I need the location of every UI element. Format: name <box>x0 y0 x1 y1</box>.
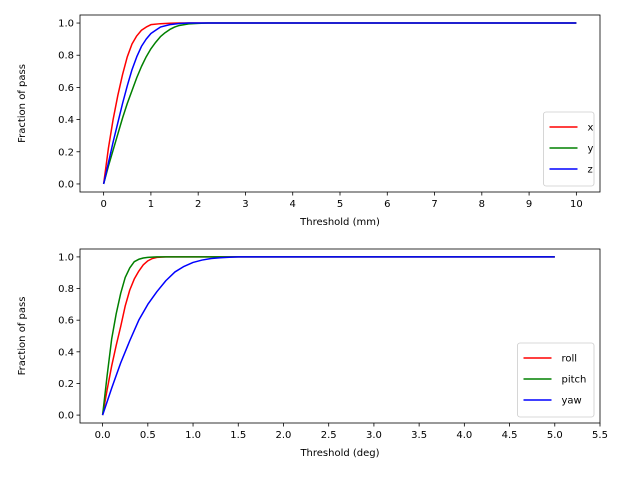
legend-label-z: z <box>588 165 593 176</box>
legend-label-roll: roll <box>562 354 578 365</box>
x-tick-label: 1.5 <box>230 430 246 441</box>
y-axis-label: Fraction of pass <box>17 64 28 143</box>
series-line-x <box>102 22 577 185</box>
x-axis-label: Threshold (mm) <box>299 217 380 228</box>
x-tick-label: 5.5 <box>592 430 608 441</box>
legend: xyz <box>543 111 595 187</box>
x-tick-label: 0.5 <box>140 430 156 441</box>
x-tick-label: 9 <box>526 199 532 210</box>
x-tick-label: 2.0 <box>276 430 292 441</box>
x-tick-label: 4.0 <box>456 430 472 441</box>
series-line-pitch <box>101 256 555 416</box>
x-axis-label: Threshold (deg) <box>299 448 379 459</box>
x-tick-label: 5.0 <box>547 430 563 441</box>
y-axis-label: Fraction of pass <box>17 297 28 376</box>
plot-frame <box>79 248 601 424</box>
y-tick-label: 0.6 <box>58 83 74 94</box>
y-tick-label: 0.8 <box>58 284 74 295</box>
x-tick-label: 2.5 <box>321 430 337 441</box>
x-tick-label: 1.0 <box>185 430 201 441</box>
y-tick-label: 0.4 <box>58 347 74 358</box>
x-tick-label: 5 <box>337 199 343 210</box>
x-tick-label: 6 <box>384 199 390 210</box>
y-tick-label: 0.2 <box>58 379 74 390</box>
x-tick-label: 3.5 <box>411 430 427 441</box>
x-tick-label: 3 <box>242 199 248 210</box>
y-tick-label: 0.6 <box>58 316 74 327</box>
y-tick-label: 1.0 <box>58 19 74 30</box>
legend-label-yaw: yaw <box>562 396 582 407</box>
legend: roll pitch yaw <box>517 342 595 418</box>
y-tick-label: 0.8 <box>58 51 74 62</box>
x-tick-label: 8 <box>479 199 485 210</box>
x-tick-label: 10 <box>570 199 583 210</box>
series-line-y <box>102 22 577 185</box>
series-line-yaw <box>101 256 555 416</box>
x-tick-label: 0.0 <box>95 430 111 441</box>
x-tick-label: 1 <box>148 199 154 210</box>
x-tick-label: 7 <box>431 199 437 210</box>
x-tick-label: 2 <box>195 199 201 210</box>
y-tick-label: 1.0 <box>58 252 74 263</box>
chart-1: 0 1 2 3 4 5 6 7 8 9 10 0.0 0.2 0.4 0.6 0.8 1.0 Threshold … <box>17 14 601 228</box>
x-tick-label: 3.0 <box>366 430 382 441</box>
legend-box <box>517 342 595 418</box>
y-tick-label: 0.2 <box>58 147 74 158</box>
plot-frame <box>79 14 601 193</box>
series-line-roll <box>101 256 555 416</box>
series-line-z <box>102 22 577 185</box>
legend-label-pitch: pitch <box>562 375 587 386</box>
legend-label-x: x <box>588 123 594 134</box>
x-tick-label: 0 <box>100 199 106 210</box>
legend-label-y: y <box>588 144 594 155</box>
chart-2: 0.0 0.5 1.0 1.5 2.0 2.5 3.0 3.5 4.0 4.5 5.0 5.5 0.0 0… <box>17 248 608 459</box>
y-tick-label: 0.0 <box>58 411 74 422</box>
x-tick-label: 4 <box>290 199 296 210</box>
x-tick-label: 4.5 <box>502 430 518 441</box>
legend-box <box>543 111 595 187</box>
y-tick-label: 0.0 <box>58 179 74 190</box>
y-tick-label: 0.4 <box>58 115 74 126</box>
